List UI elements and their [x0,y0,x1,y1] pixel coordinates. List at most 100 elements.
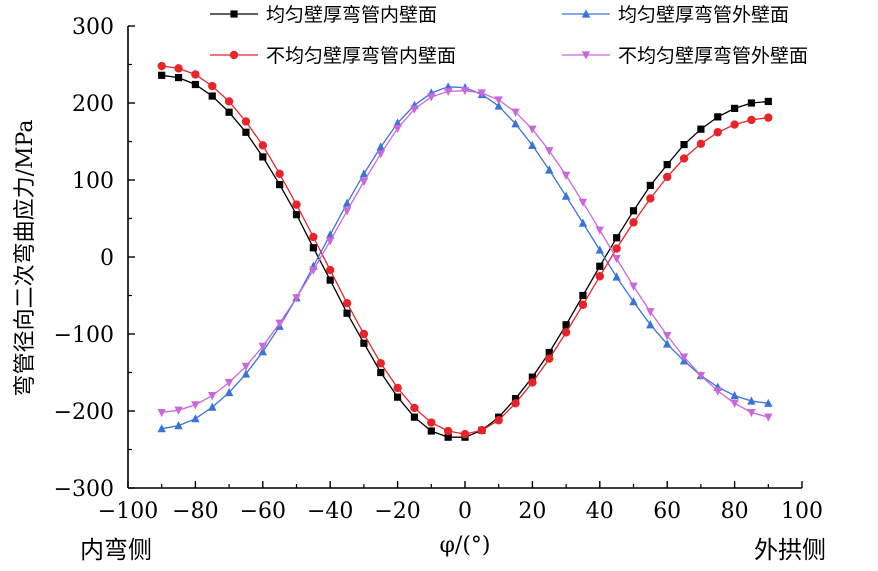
x-tick-label: −40 [307,499,353,524]
x-tick-label: −100 [98,499,158,524]
x-tick-label: −60 [240,499,286,524]
legend-label: 均匀壁厚弯管内壁面 [266,4,437,26]
data-point [511,119,520,128]
y-tick-label: −300 [54,477,114,502]
legend-label: 不均匀壁厚弯管外壁面 [618,45,808,67]
data-point [629,297,638,306]
data-point [258,141,267,150]
data-point [224,97,234,106]
y-tick-label: 200 [72,92,114,117]
data-point [157,408,166,418]
data-point [342,207,352,216]
data-point [578,198,588,207]
data-point [326,237,335,246]
series-2 [157,82,773,433]
data-point [663,339,672,348]
data-point [443,87,453,97]
data-point [376,359,385,368]
data-point [157,424,166,433]
data-point [646,181,654,189]
data-point [764,398,773,407]
legend-marker [230,10,238,18]
series-line [161,65,769,435]
x-tick-label: 20 [518,499,546,524]
data-point [444,433,452,441]
data-point [208,402,217,411]
data-point [528,125,537,134]
data-point [663,161,671,169]
data-point [224,378,234,388]
data-point [191,70,200,79]
data-point [326,276,334,284]
data-point [157,61,166,71]
x-tick-label: 60 [653,499,681,524]
data-point [494,101,503,110]
data-point [663,331,672,341]
data-point [208,392,217,401]
data-point [326,265,335,275]
data-point [613,234,621,242]
data-point [713,128,722,137]
data-point [292,200,301,209]
data-point [393,383,402,393]
data-point [477,89,487,98]
data-point [680,140,688,149]
data-point [208,81,217,91]
data-point [174,73,183,82]
data-point [174,421,183,430]
data-point [646,320,655,329]
data-point [545,354,554,363]
data-point [730,399,739,408]
data-point [713,387,722,396]
y-axis-label: 弯管径向二次弯曲应力/MPa [13,120,38,397]
data-point [696,139,706,149]
series-line [161,86,769,430]
data-point [309,266,318,275]
data-point [158,71,166,79]
data-point [376,142,385,151]
data-point [545,348,553,357]
data-point [545,165,554,174]
data-point [309,232,318,242]
data-point [764,113,773,122]
outer-side-label: 外拱侧 [754,536,826,564]
data-point [561,191,571,200]
series-line [161,74,769,438]
data-point [191,414,200,423]
data-point [731,104,739,112]
data-point [427,427,435,435]
x-tick-label: 80 [721,499,749,524]
data-point [562,321,570,329]
data-point [679,154,689,163]
data-point [595,226,604,235]
data-point [646,308,655,317]
series-4 [157,87,773,422]
data-point [275,319,284,328]
data-point [326,230,335,239]
data-point [359,177,369,187]
data-point [747,99,756,107]
data-point [174,64,183,73]
data-point [376,150,385,159]
y-tick-label: 100 [72,169,114,194]
data-point [578,300,588,309]
data-point [612,244,621,253]
data-point [342,198,352,207]
data-point [511,108,520,117]
data-point [561,328,571,337]
y-tick-label: 0 [100,246,114,271]
data-point [612,254,621,264]
legend-item: 不均匀壁厚弯管外壁面 [562,45,808,67]
data-point [410,413,419,421]
data-point [241,369,251,378]
data-point [292,294,301,303]
data-point [241,117,251,126]
data-point [578,218,588,227]
data-point [696,371,706,381]
data-point [477,426,487,435]
legend-item: 均匀壁厚弯管外壁面 [562,4,789,26]
inner-side-label: 内弯侧 [80,536,152,564]
data-point [275,169,284,179]
y-tick-label: −100 [54,323,114,348]
data-point [747,396,756,405]
